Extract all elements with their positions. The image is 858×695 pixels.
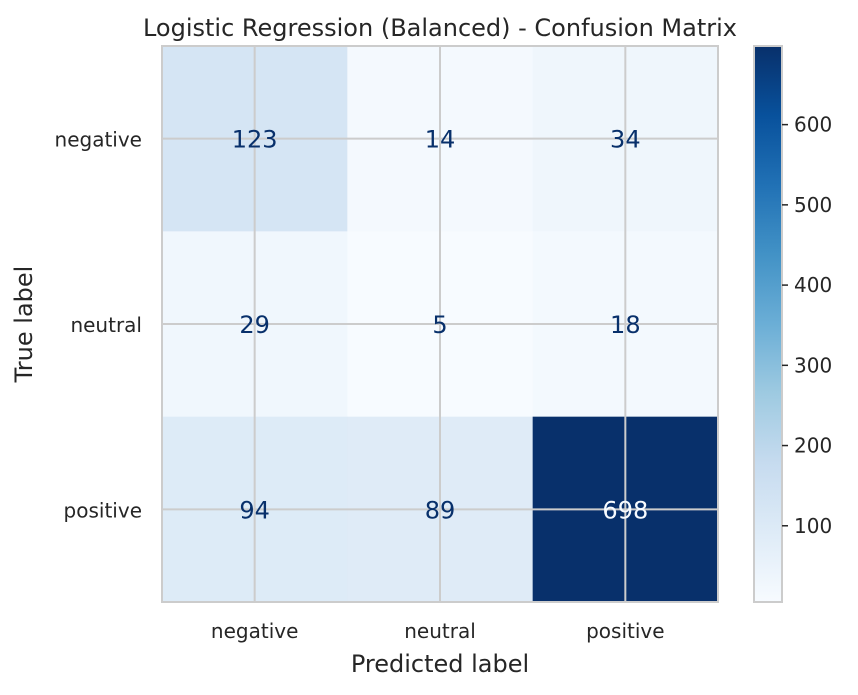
cell-value-labels: 123 14 34 29 5 18 94 89 698 xyxy=(232,126,648,525)
x-tick-label: neutral xyxy=(404,619,476,643)
plot-frame xyxy=(161,45,719,603)
y-axis-label: True label xyxy=(10,266,38,384)
y-tick-labels: negative neutral positive xyxy=(55,128,142,523)
y-tick-label: positive xyxy=(64,498,142,522)
cell-value-label: 123 xyxy=(232,126,278,154)
colorbar-gradient xyxy=(754,46,782,602)
colorbar-tick-label: 200 xyxy=(794,434,832,458)
cell-value-label: 89 xyxy=(425,496,456,524)
colorbar-frame xyxy=(753,45,783,603)
colorbar-tick-label: 300 xyxy=(794,353,832,377)
colorbar: 100 200 300 400 500 600 xyxy=(753,45,832,603)
x-tick-labels: negative neutral positive xyxy=(211,619,665,643)
cell-value-label: 34 xyxy=(610,126,641,154)
y-tick-label: negative xyxy=(55,128,142,152)
cell-value-label: 94 xyxy=(239,496,270,524)
cell-value-label: 29 xyxy=(239,311,270,339)
colorbar-tick-label: 600 xyxy=(794,113,832,137)
cell-value-label: 5 xyxy=(432,311,447,339)
x-tick-label: negative xyxy=(211,619,298,643)
colorbar-tick-label: 500 xyxy=(794,193,832,217)
colorbar-tick-label: 400 xyxy=(794,273,832,297)
colorbar-ticks: 100 200 300 400 500 600 xyxy=(782,113,832,538)
cell-value-label: 18 xyxy=(610,311,641,339)
y-tick-label: neutral xyxy=(70,313,142,337)
x-axis-label: Predicted label xyxy=(351,650,529,678)
cell-value-label: 698 xyxy=(602,496,648,524)
cell-value-label: 14 xyxy=(425,126,456,154)
grid-lines xyxy=(162,46,718,602)
chart-title: Logistic Regression (Balanced) - Confusi… xyxy=(143,14,737,42)
colorbar-tick-label: 100 xyxy=(794,514,832,538)
x-tick-label: positive xyxy=(586,619,664,643)
